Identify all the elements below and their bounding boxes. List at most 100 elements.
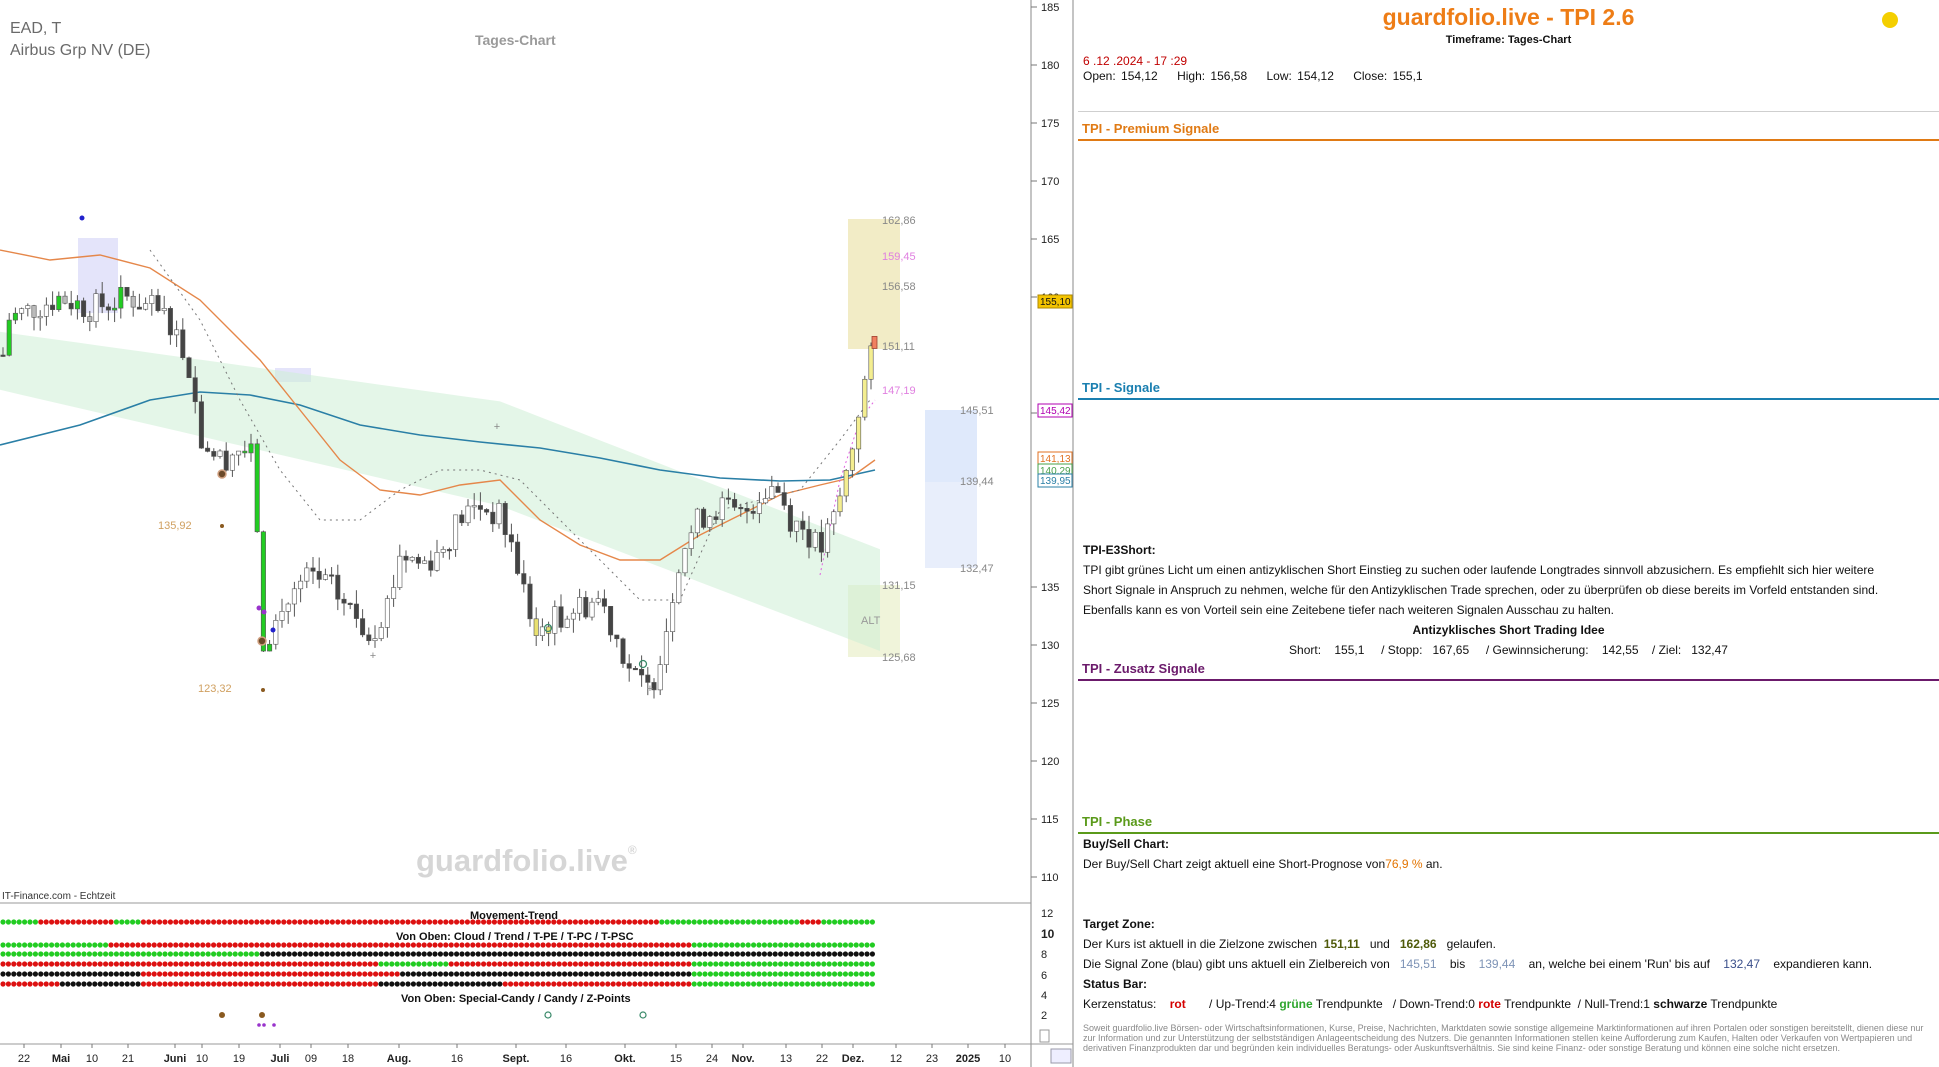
status-null-rest: Trendpunkte [1707, 997, 1778, 1011]
trend-dot [707, 981, 714, 987]
trend-dot [545, 981, 552, 987]
candle-body [639, 668, 645, 676]
trend-dot [32, 951, 39, 957]
trend-dot [405, 981, 411, 987]
trend-dot [113, 951, 119, 957]
price-tag-label: 155,10 [1040, 297, 1071, 308]
trend-dot [751, 951, 757, 957]
trend-dot [648, 951, 654, 957]
x-axis-label: Aug. [387, 1053, 411, 1065]
trend-dot [119, 971, 125, 977]
mt-tick-label: 12 [1041, 908, 1053, 920]
trend-dot [59, 981, 65, 987]
trend-dot [281, 971, 287, 977]
trend-dot [783, 951, 789, 957]
trend-dot [562, 971, 568, 977]
trend-dot [540, 942, 546, 948]
trend-dot [448, 942, 454, 948]
trend-dot [11, 961, 17, 967]
trend-dot [151, 951, 157, 957]
zone-high-value: 162,86 [1399, 937, 1437, 951]
trend-dot [329, 942, 335, 948]
trend-dot [32, 942, 39, 948]
price-tag-label: 141,13 [1040, 454, 1071, 465]
trend-dot [470, 951, 476, 957]
trend-dot [38, 942, 44, 948]
trend-dot [605, 951, 611, 957]
status-down-word: rote [1478, 997, 1501, 1011]
trend-dot [394, 981, 400, 987]
trend-dot [632, 942, 638, 948]
trend-dot [691, 981, 697, 987]
x-axis-label: 10 [196, 1053, 208, 1065]
trend-dot [265, 942, 271, 948]
trend-dot [821, 971, 827, 977]
trend-dot [400, 961, 406, 967]
trend-dot [470, 961, 476, 967]
candle-body [62, 295, 68, 304]
trend-dot [518, 981, 525, 987]
trend-dot [869, 951, 876, 957]
trend-dot [16, 971, 22, 977]
trend-dot [740, 942, 746, 948]
candle-body [645, 674, 651, 683]
price-chart[interactable]: 1851801751701651601501351301251201151101… [0, 0, 1077, 1067]
trend-dot [761, 942, 768, 948]
x-axis-label: 18 [342, 1053, 354, 1065]
trend-dot [675, 942, 681, 948]
candle-body [508, 534, 514, 543]
trend-dot [734, 942, 741, 948]
trend-dot [405, 919, 411, 925]
trend-dot [497, 919, 503, 925]
trend-dot [189, 981, 195, 987]
section-zusatz-signale: TPI - Zusatz Signale [1082, 661, 1205, 676]
candle-body [670, 602, 676, 632]
trend-dot [346, 919, 352, 925]
z-point-ring [544, 1011, 552, 1019]
candle-body [527, 583, 533, 620]
trend-dot [211, 961, 217, 967]
candle-body [155, 295, 161, 312]
trend-dot [697, 951, 703, 957]
trend-dot [648, 942, 654, 948]
trend-dot [707, 971, 714, 977]
trend-dot [0, 942, 6, 948]
trend-dot [194, 919, 200, 925]
trend-dot [346, 942, 352, 948]
trend-dot [481, 961, 487, 967]
chart-area[interactable]: 1851801751701651601501351301251201151101… [0, 0, 1077, 1067]
trend-dot [38, 951, 44, 957]
trend-dot [491, 919, 497, 925]
trend-dot [637, 951, 643, 957]
trend-dot [275, 971, 281, 977]
trend-dot [394, 971, 400, 977]
x-axis-label: 2025 [956, 1053, 980, 1065]
trend-dot [108, 971, 114, 977]
trend-dot [481, 981, 487, 987]
trend-dot [335, 971, 341, 977]
trend-dot [670, 971, 676, 977]
trend-dot [243, 981, 249, 987]
trend-dot [140, 961, 146, 967]
trend-dot [11, 951, 17, 957]
candle-body [31, 305, 37, 318]
trend-dot [745, 951, 751, 957]
candle-body [304, 567, 310, 582]
trend-dot [416, 951, 422, 957]
trend-dot [853, 951, 859, 957]
trend-dot [859, 971, 865, 977]
trend-dot [373, 971, 379, 977]
trend-dot [864, 981, 870, 987]
trend-dot [486, 961, 492, 967]
trend-dot [157, 981, 163, 987]
trend-dot [216, 961, 222, 967]
trend-dot [65, 971, 71, 977]
trend-dot [205, 971, 211, 977]
candle-body [868, 345, 874, 380]
candle-body [341, 598, 347, 604]
trend-dot [626, 981, 633, 987]
trend-dot [643, 951, 649, 957]
trend-dot [254, 951, 260, 957]
trend-dot [734, 981, 741, 987]
trend-dot [146, 942, 152, 948]
